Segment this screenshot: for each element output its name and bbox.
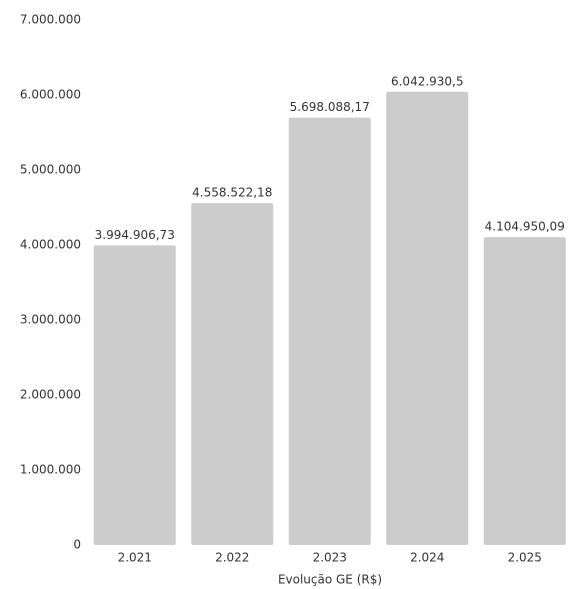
x-tick-label: 2.023 — [313, 551, 347, 565]
bar — [386, 91, 469, 545]
y-tick-label: 5.000.000 — [20, 163, 81, 177]
data-label: 6.042.930,5 — [391, 74, 464, 88]
x-tick-label: 2.024 — [410, 551, 444, 565]
x-axis-title: Evolução GE (R$) — [278, 573, 382, 587]
bar — [288, 117, 371, 546]
x-tick-label: 2.021 — [118, 551, 152, 565]
y-tick-label: 2.000.000 — [20, 388, 81, 402]
bar — [483, 237, 566, 546]
y-tick-label: 7.000.000 — [20, 13, 81, 27]
y-tick-label: 1.000.000 — [20, 463, 81, 477]
x-tick-label: 2.025 — [508, 551, 542, 565]
data-label: 4.558.522,18 — [192, 186, 272, 200]
data-label: 3.994.906,73 — [95, 228, 175, 242]
data-label: 4.104.950,09 — [485, 220, 565, 234]
data-label: 5.698.088,17 — [290, 100, 370, 114]
y-tick-label: 4.000.000 — [20, 238, 81, 252]
x-tick-label: 2.022 — [215, 551, 249, 565]
bar — [191, 203, 274, 545]
bar — [93, 245, 176, 545]
y-tick-label: 0 — [73, 538, 81, 552]
y-tick-label: 6.000.000 — [20, 88, 81, 102]
y-tick-label: 3.000.000 — [20, 313, 81, 327]
